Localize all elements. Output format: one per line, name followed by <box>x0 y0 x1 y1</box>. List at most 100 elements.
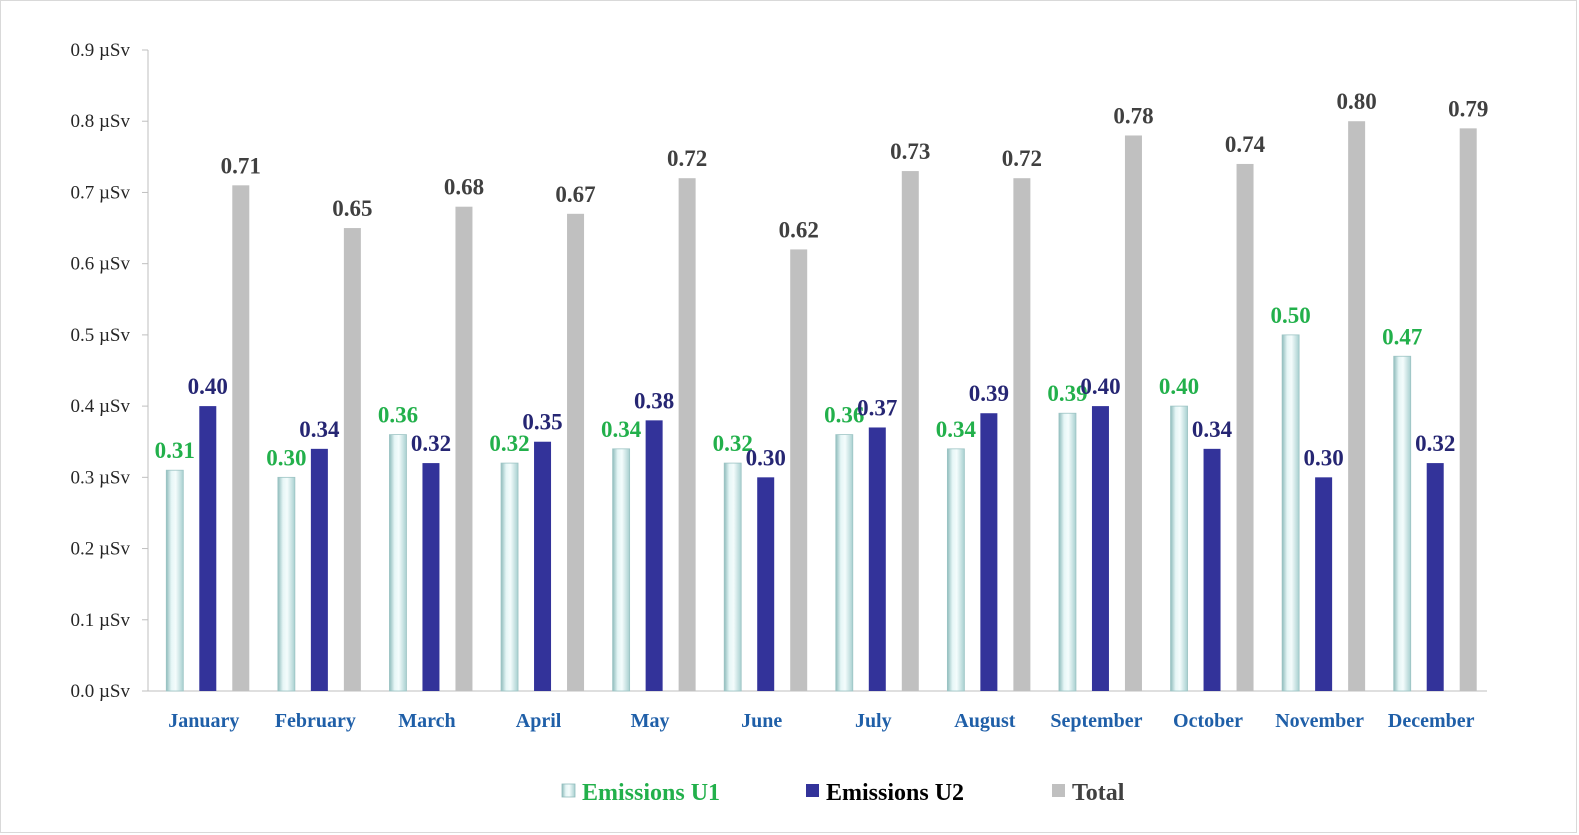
legend-swatch <box>806 784 819 797</box>
legend-swatch <box>1052 784 1065 797</box>
x-axis: January February March April May June July Augu… <box>148 690 1487 732</box>
bar <box>835 434 854 692</box>
x-tick-label: December <box>1388 710 1475 732</box>
bar <box>343 228 361 692</box>
data-label: 0.80 <box>1337 89 1377 114</box>
bar <box>1203 448 1221 691</box>
y-tick-label: 0.4 µSv <box>70 396 130 417</box>
bar <box>1091 406 1109 691</box>
data-label: 0.37 <box>857 395 897 420</box>
data-label: 0.50 <box>1271 303 1311 328</box>
data-label: 0.34 <box>299 417 340 442</box>
data-label: 0.40 <box>1159 374 1199 399</box>
x-tick-label: March <box>398 710 455 732</box>
data-label: 0.30 <box>746 445 786 470</box>
x-tick-label: February <box>275 710 356 732</box>
bar <box>165 469 184 692</box>
bar <box>1393 355 1412 692</box>
bar <box>277 476 296 692</box>
data-label: 0.73 <box>890 139 930 164</box>
x-tick-label: May <box>631 710 670 732</box>
data-label: 0.30 <box>1304 445 1344 470</box>
data-label: 0.34 <box>1192 417 1233 442</box>
bar <box>980 413 998 691</box>
bar <box>567 213 585 692</box>
bar <box>1426 463 1444 691</box>
bar <box>1281 334 1300 692</box>
x-tick-label: April <box>516 710 562 732</box>
data-label: 0.32 <box>489 431 529 456</box>
bar <box>1236 163 1254 691</box>
bars <box>165 121 1477 692</box>
data-label: 0.36 <box>378 403 418 428</box>
y-tick-label: 0.8 µSv <box>70 111 130 132</box>
data-label: 0.40 <box>1080 374 1120 399</box>
data-labels: 0.31 0.40 0.71 0.30 0.34 0.65 0.36 0.32 0.68 0.32… <box>155 89 1489 470</box>
data-label: 0.68 <box>444 175 484 200</box>
y-tick-label: 0.3 µSv <box>70 467 130 488</box>
y-tick-label: 0.9 µSv <box>70 40 130 61</box>
bar <box>946 448 965 692</box>
bar <box>389 434 407 692</box>
legend-label: Emissions U2 <box>826 780 964 806</box>
x-tick-label: January <box>168 710 239 732</box>
bar <box>678 178 696 691</box>
bar <box>422 463 440 691</box>
data-label: 0.72 <box>1002 146 1042 171</box>
data-label: 0.34 <box>601 417 642 442</box>
data-label: 0.72 <box>667 146 707 171</box>
data-label: 0.78 <box>1113 103 1153 128</box>
data-label: 0.62 <box>779 217 819 242</box>
legend-label: Emissions U1 <box>582 780 720 806</box>
x-tick-label: November <box>1275 710 1364 732</box>
data-label: 0.71 <box>221 153 261 178</box>
bar <box>455 206 473 691</box>
data-label: 0.79 <box>1448 96 1488 121</box>
bar <box>199 406 217 691</box>
bar <box>1170 405 1188 692</box>
legend: Emissions U1 Emissions U2 Total <box>561 780 1125 806</box>
x-tick-label: June <box>741 710 782 732</box>
data-label: 0.40 <box>188 374 228 399</box>
data-label: 0.30 <box>266 445 306 470</box>
bar <box>757 477 775 691</box>
data-label: 0.39 <box>969 381 1009 406</box>
data-label: 0.38 <box>634 388 674 413</box>
data-label: 0.34 <box>936 417 977 442</box>
data-label: 0.32 <box>411 431 451 456</box>
x-tick-label: August <box>954 710 1015 732</box>
y-tick-label: 0.5 µSv <box>70 325 130 346</box>
bar <box>534 441 552 691</box>
data-label: 0.35 <box>522 410 562 435</box>
y-tick-label: 0.2 µSv <box>70 539 130 560</box>
data-label: 0.36 <box>824 403 864 428</box>
bar <box>790 249 808 691</box>
bar <box>723 462 742 692</box>
bar <box>232 185 250 692</box>
x-tick-label: October <box>1173 710 1243 732</box>
bar <box>1058 412 1077 692</box>
legend-label: Total <box>1072 780 1125 806</box>
data-label: 0.31 <box>155 438 195 463</box>
data-label: 0.39 <box>1047 381 1087 406</box>
legend-swatch <box>561 783 576 798</box>
data-label: 0.47 <box>1382 324 1422 349</box>
y-tick-label: 0.1 µSv <box>70 610 130 631</box>
bar <box>1315 477 1333 691</box>
y-tick-label: 0.7 µSv <box>70 182 130 203</box>
bar <box>1013 178 1031 691</box>
data-label: 0.65 <box>332 196 372 221</box>
x-tick-label: July <box>855 710 892 732</box>
bar <box>1348 121 1366 691</box>
bar <box>868 427 886 691</box>
bar <box>1459 128 1477 691</box>
y-axis: 0.0 µSv 0.1 µSv 0.2 µSv 0.3 µSv 0.4 µSv 0.5 µ… <box>70 40 149 702</box>
x-tick-label: September <box>1050 710 1142 732</box>
data-label: 0.67 <box>555 182 595 207</box>
y-tick-label: 0.6 µSv <box>70 254 130 275</box>
data-label: 0.32 <box>1415 431 1455 456</box>
bar <box>645 420 663 691</box>
bar <box>500 462 519 692</box>
